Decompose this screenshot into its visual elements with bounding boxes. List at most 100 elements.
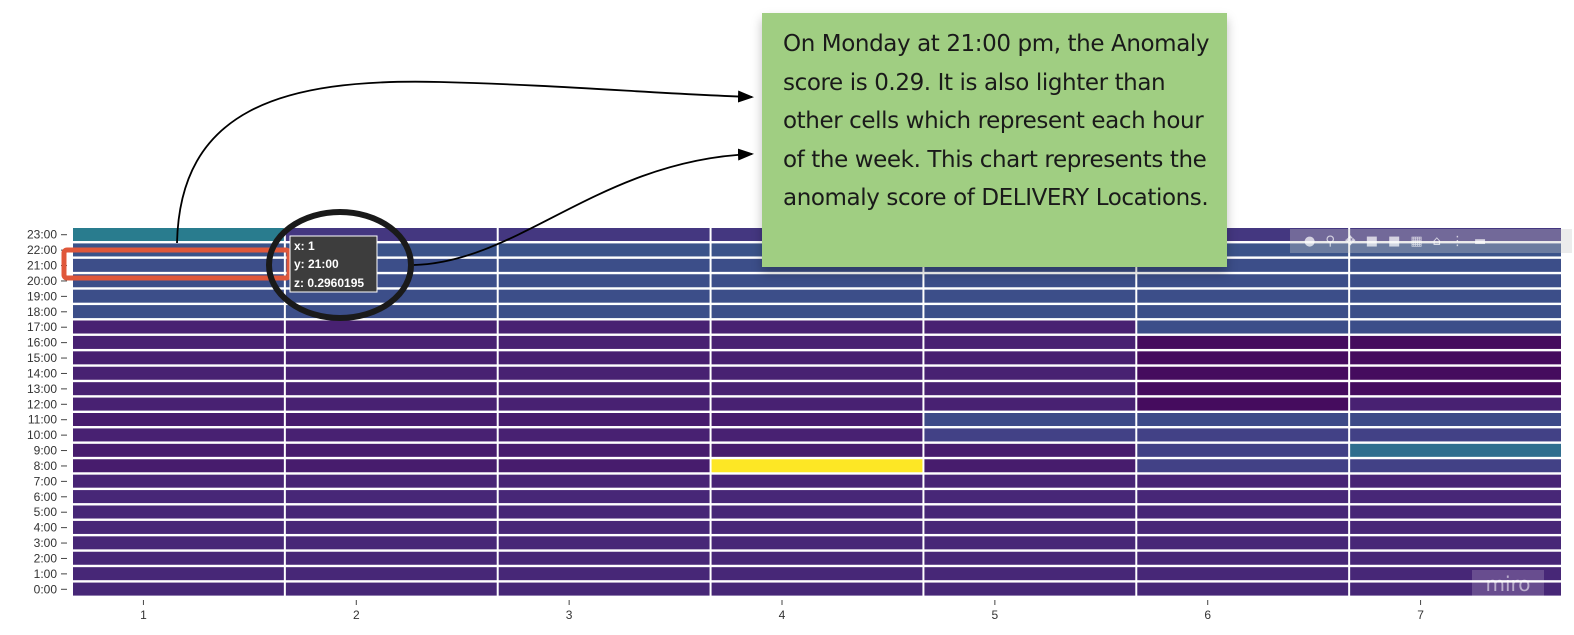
zoom-icon[interactable]: ⚲ [1325,233,1335,249]
heatmap-cell[interactable] [285,413,497,427]
home-icon[interactable]: ⌂ [1432,233,1441,249]
heatmap-cell[interactable] [1137,289,1349,303]
heatmap-cell[interactable] [1350,366,1561,380]
heatmap-cell[interactable] [285,490,497,504]
heatmap-cell[interactable] [73,443,284,457]
heatmap-cell[interactable] [498,382,710,396]
heatmap-cell[interactable] [1350,305,1561,319]
heatmap-cell[interactable] [924,505,1136,519]
zoom-out-icon[interactable]: ■ [1388,233,1401,249]
heatmap-cell[interactable] [711,366,923,380]
heatmap-cell[interactable] [498,582,710,596]
heatmap-cell[interactable] [711,397,923,411]
heatmap-cell[interactable] [73,582,284,596]
heatmap-cell[interactable] [285,551,497,565]
heatmap-cell[interactable] [498,335,710,349]
heatmap-cell[interactable] [73,289,284,303]
heatmap-cell[interactable] [498,228,710,242]
heatmap-cell[interactable] [73,382,284,396]
heatmap-cell[interactable] [924,305,1136,319]
heatmap-cell[interactable] [1137,382,1349,396]
heatmap-cell[interactable] [924,536,1136,550]
heatmap-cell[interactable] [1137,459,1349,473]
heatmap-cell[interactable] [73,320,284,334]
heatmap-cell[interactable] [73,490,284,504]
heatmap-cell[interactable] [1350,505,1561,519]
heatmap-cell[interactable] [498,274,710,288]
heatmap-cell[interactable] [924,366,1136,380]
heatmap-cell[interactable] [711,335,923,349]
heatmap-cell[interactable] [1137,305,1349,319]
heatmap-cell[interactable] [711,443,923,457]
heatmap-cell[interactable] [711,274,923,288]
heatmap-cell[interactable] [1350,567,1561,581]
heatmap-cell[interactable] [285,459,497,473]
heatmap-cell[interactable] [924,520,1136,534]
heatmap-cell[interactable] [1350,228,1561,242]
heatmap-cell[interactable] [1137,443,1349,457]
pan-icon[interactable]: ✥ [1344,233,1356,249]
heatmap-cell[interactable] [1350,582,1561,596]
zoom-in-icon[interactable]: ■ [1365,233,1379,249]
heatmap-cell[interactable] [924,289,1136,303]
heatmap-cell[interactable] [73,228,284,242]
heatmap-cell[interactable] [1137,582,1349,596]
heatmap-cell[interactable] [1350,536,1561,550]
heatmap-cell[interactable] [1350,382,1561,396]
heatmap-cell[interactable] [73,536,284,550]
heatmap-cell[interactable] [1350,459,1561,473]
heatmap-cell[interactable] [498,536,710,550]
heatmap-cell[interactable] [498,474,710,488]
heatmap-cell[interactable] [711,289,923,303]
autoscale-icon[interactable]: ▦ [1410,233,1423,249]
heatmap-cell[interactable] [1350,274,1561,288]
heatmap-cell[interactable] [924,567,1136,581]
heatmap-cell[interactable] [1137,274,1349,288]
heatmap-cell[interactable] [924,335,1136,349]
heatmap-cell[interactable] [73,551,284,565]
heatmap-cell[interactable] [924,351,1136,365]
heatmap-cell[interactable] [285,366,497,380]
camera-icon[interactable]: ● [1304,233,1316,249]
heatmap-cell[interactable] [924,428,1136,442]
heatmap-cell[interactable] [73,413,284,427]
heatmap-cell[interactable] [1137,397,1349,411]
heatmap-cell[interactable] [711,320,923,334]
heatmap-cell[interactable] [285,536,497,550]
heatmap-cell[interactable] [711,351,923,365]
heatmap-cell[interactable] [285,428,497,442]
heatmap-cell[interactable] [711,428,923,442]
heatmap-cell[interactable] [285,443,497,457]
heatmap-cell[interactable] [498,413,710,427]
heatmap-cell[interactable] [924,474,1136,488]
heatmap-cell[interactable] [73,505,284,519]
heatmap-cell[interactable] [498,243,710,257]
plot-modebar[interactable]: ● ⚲ ✥ ■ ■ ▦ ⌂ ⋮ ▬ [1290,229,1572,253]
heatmap-cell[interactable] [1350,351,1561,365]
heatmap-cell[interactable] [924,490,1136,504]
heatmap-cell[interactable] [1350,474,1561,488]
heatmap-cell[interactable] [73,366,284,380]
heatmap-cell[interactable] [498,505,710,519]
spike-lines-icon[interactable]: ⋮ [1450,233,1464,249]
heatmap-cell[interactable] [1137,351,1349,365]
heatmap-cell[interactable] [498,520,710,534]
heatmap-cell[interactable] [711,474,923,488]
heatmap-cell[interactable] [498,397,710,411]
heatmap-cell[interactable] [285,289,497,303]
heatmap-cell[interactable] [1137,413,1349,427]
heatmap-cell[interactable] [1350,551,1561,565]
heatmap-cell[interactable] [924,320,1136,334]
heatmap-cell[interactable] [924,274,1136,288]
heatmap-cell[interactable] [285,582,497,596]
heatmap-cell[interactable] [924,413,1136,427]
heatmap-cell[interactable] [285,520,497,534]
heatmap-cell[interactable] [73,520,284,534]
heatmap-cell[interactable] [73,335,284,349]
heatmap-cell[interactable] [73,459,284,473]
heatmap-cell[interactable] [1350,335,1561,349]
heatmap-cell[interactable] [1137,536,1349,550]
heatmap-cell[interactable] [711,520,923,534]
heatmap-cell[interactable] [73,351,284,365]
heatmap-cell[interactable] [711,582,923,596]
